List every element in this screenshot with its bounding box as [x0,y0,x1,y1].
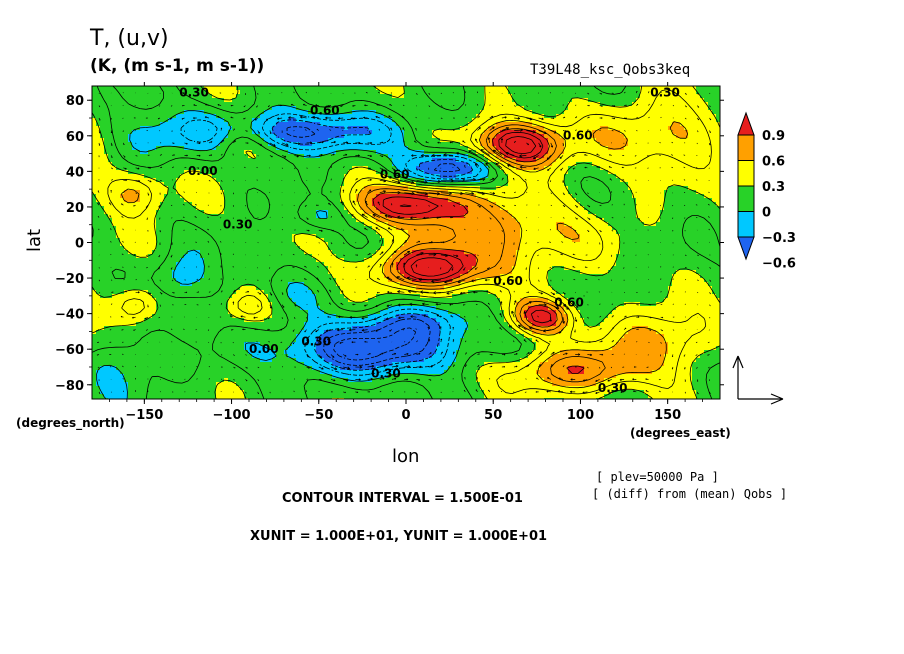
unit-scale: XUNIT = 1.000E+01, YUNIT = 1.000E+01 [250,529,548,544]
contour-label: 0.30 [650,86,680,100]
diff-note: [ (diff) from (mean) Qobs ] [592,487,788,501]
x-tick-label: 150 [654,408,681,423]
contour-label: 0.30 [371,367,401,381]
x-tick-label: −100 [213,408,251,423]
x-axis-label: lon [392,446,420,467]
wind-vectors [96,90,712,395]
colorbar-bottom-triangle [737,236,755,261]
contour-label: 0.60 [310,103,340,117]
contour-label: 0.60 [493,274,523,288]
x-tick-label: −50 [304,408,333,423]
x-units-label: (degrees_east) [630,426,731,440]
x-tick-label: 50 [484,408,502,423]
contour-interval: CONTOUR INTERVAL = 1.500E-01 [282,491,523,506]
plev-note: [ plev=50000 Pa ] [596,470,719,484]
colorbar-label: 0.3 [762,180,785,195]
contour-label: 0.30 [301,335,331,349]
colorbar-label: −0.3 [762,231,796,246]
contour-label: 0.30 [598,381,628,395]
x-tick-label: −150 [125,408,163,423]
y-tick-label: 60 [66,130,84,145]
colorbar-label: −0.6 [762,257,796,272]
colorbar-segment [737,160,755,187]
contour-label: 0.60 [380,167,410,181]
y-tick-label: −20 [55,272,84,287]
colorbar-top-triangle [737,111,755,136]
contour-label: 0.30 [223,217,253,231]
temperature-field [92,86,720,399]
chart-title: T, (u,v) [90,26,169,51]
colorbar-label: 0.6 [762,155,785,170]
colorbar-segment [737,211,755,238]
y-tick-label: −80 [55,379,84,394]
colorbar-segment [737,185,755,212]
colorbar-segment [737,134,755,161]
x-tick-label: 0 [401,408,410,423]
contour-label: 0.00 [249,342,279,356]
contour-label: 0.60 [554,296,584,310]
x-tick-label: 100 [567,408,594,423]
y-tick-label: −60 [55,343,84,358]
colorbar: 0.9 0.6 0.3 0 −0.3 −0.6 [737,111,796,272]
contour-label: 0.60 [563,128,593,142]
y-tick-label: 40 [66,165,84,180]
y-tick-label: 20 [66,201,84,216]
y-axis-label: lat [24,228,45,252]
colorbar-label: 0 [762,206,771,221]
contour-labels: 0.30 0.60 0.00 0.30 0.60 0.60 0.30 0.60 0.60 0.00… [179,86,680,395]
y-tick-label: 0 [75,237,84,252]
reference-vector [732,355,784,405]
run-label: T39L48_ksc_Qobs3keq [530,62,691,78]
colorbar-label: 0.9 [762,129,785,144]
y-units-label: (degrees_north) [16,416,125,430]
axes: −150 −100 −50 0 50 100 150 80 60 40 20 0 −20 −40 −60 −8… [55,82,724,423]
y-tick-label: 80 [66,94,84,109]
chart-units: (K, (m s-1, m s-1)) [90,56,265,76]
contour-label: 0.00 [188,164,218,178]
y-tick-label: −40 [55,308,84,323]
contour-label: 0.30 [179,86,209,100]
contour-lines [92,86,720,399]
